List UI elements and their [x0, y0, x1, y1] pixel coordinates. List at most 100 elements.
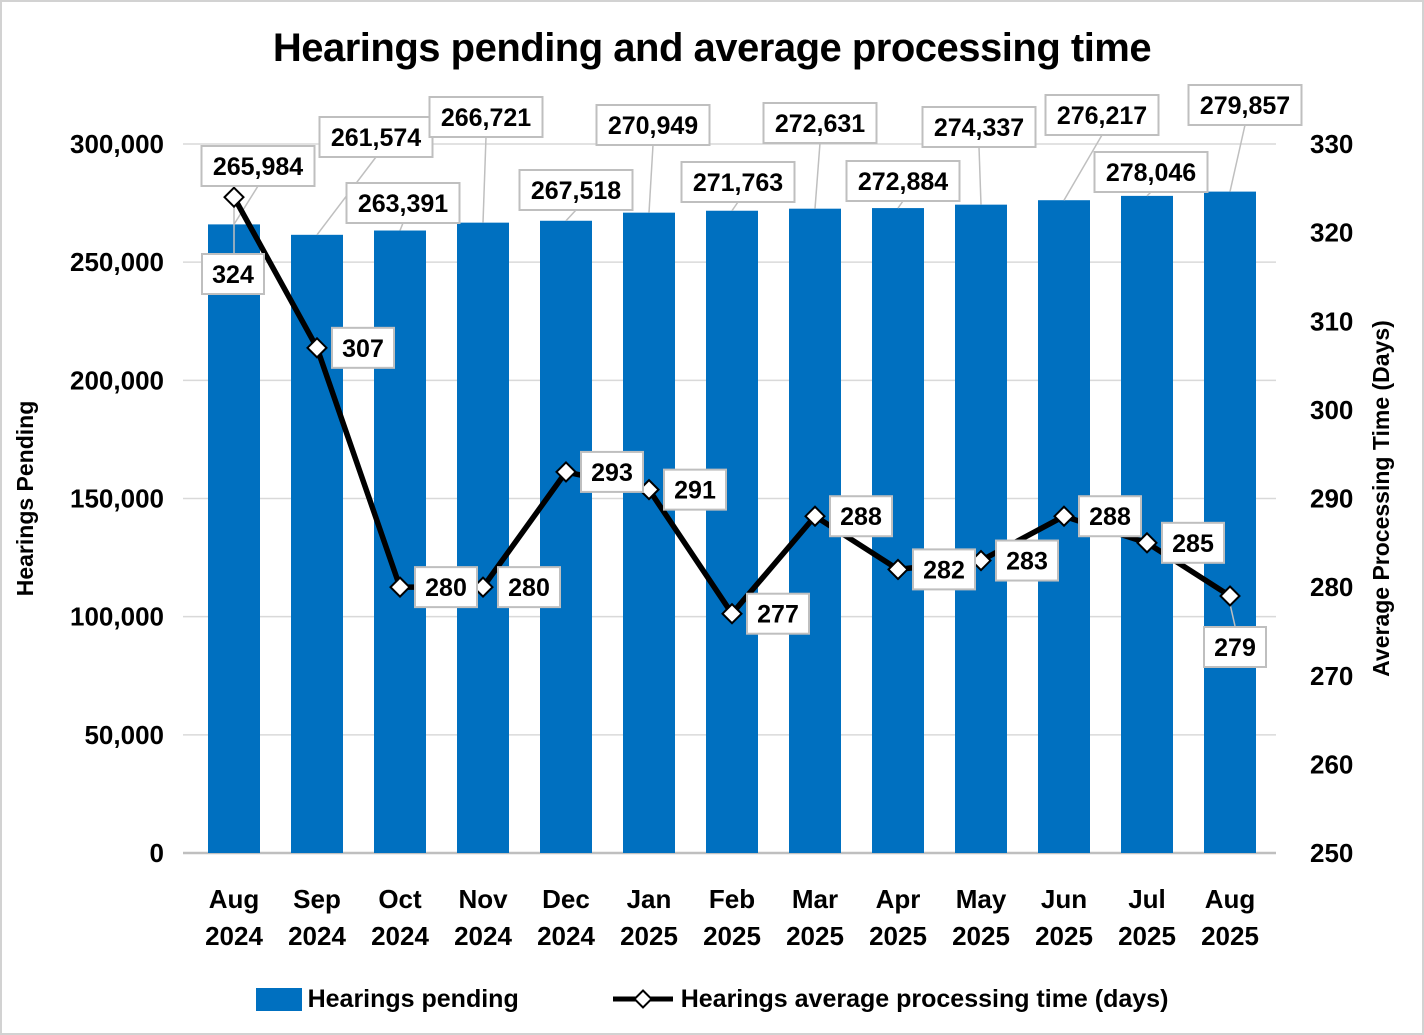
right-axis-tick-label: 270 [1310, 661, 1353, 691]
left-axis-tick-label: 150,000 [70, 484, 164, 514]
bar-value-label-box [428, 96, 544, 138]
bar [540, 220, 592, 853]
x-axis-year-label: 2024 [205, 921, 263, 951]
right-axis-tick-label: 300 [1310, 395, 1353, 425]
bar-label-leader [399, 222, 404, 231]
line-value-label-text: 324 [212, 261, 254, 289]
bar-value-label-box [318, 116, 434, 158]
bar-value-label-text: 263,391 [358, 190, 448, 218]
left-axis-title: Hearings Pending [12, 401, 38, 597]
x-axis-year-label: 2025 [703, 921, 761, 951]
diamond-marker-icon [1136, 531, 1158, 554]
bar-value-label-text: 279,857 [1200, 92, 1290, 120]
x-axis-year-label: 2024 [288, 921, 346, 951]
diamond-marker-icon [804, 505, 826, 528]
bar-label-leader [1229, 124, 1246, 192]
bar [623, 212, 675, 853]
bar-value-label-box [200, 145, 316, 187]
line-value-label-box [580, 450, 644, 493]
line-value-label-text: 285 [1172, 530, 1214, 558]
bar-label-leader [897, 200, 904, 209]
bar-label-leader [565, 209, 577, 222]
x-axis-year-label: 2025 [1035, 921, 1093, 951]
legend-bar-swatch-icon [255, 987, 302, 1011]
line-value-label-text: 280 [425, 574, 467, 602]
line-value-label-text: 283 [1006, 548, 1048, 576]
legend: Hearings pending Hearings average proces… [2, 974, 1422, 1024]
line-value-label-text: 288 [840, 503, 882, 531]
bar-value-label-text: 272,631 [775, 110, 865, 138]
bar-label-leader [233, 185, 259, 225]
x-axis-month-label: Jul [1128, 884, 1166, 914]
line-value-label-box [331, 326, 395, 369]
bar-value-label-box [518, 169, 634, 211]
x-axis-month-label: Jun [1041, 884, 1087, 914]
line-value-label-text: 307 [342, 335, 384, 363]
left-axis-tick-label: 250,000 [70, 247, 164, 277]
x-axis-month-label: Aug [1205, 884, 1256, 914]
bar-value-label-text: 270,949 [608, 112, 698, 140]
x-axis-month-label: Jan [627, 884, 672, 914]
x-axis-month-label: Aug [209, 884, 260, 914]
bar-label-leader [814, 142, 821, 209]
line-value-label-text: 293 [591, 459, 633, 487]
right-axis-tick-label: 320 [1310, 218, 1353, 248]
bar-value-label-box [595, 104, 711, 146]
x-axis-month-label: Nov [458, 884, 508, 914]
bar [457, 222, 509, 854]
diamond-marker-icon [887, 558, 909, 581]
line-value-label-box [829, 495, 893, 538]
bar [208, 224, 260, 854]
right-axis-tick-label: 250 [1310, 838, 1353, 868]
line-value-label-box [201, 253, 265, 295]
diamond-marker-icon [1219, 585, 1241, 607]
bar-label-leader [648, 144, 654, 213]
x-axis-year-label: 2025 [1118, 921, 1176, 951]
bar-value-label-text: 271,763 [693, 169, 783, 197]
line-value-label-box [995, 539, 1059, 582]
bar-value-label-box [1187, 84, 1303, 126]
x-axis-month-label: Oct [378, 884, 422, 914]
line-value-label-text: 282 [923, 556, 965, 584]
right-axis-tick-label: 260 [1310, 749, 1353, 779]
diamond-marker-icon [555, 460, 577, 483]
legend-line-marker-icon [612, 989, 673, 1009]
left-axis-tick-label: 50,000 [84, 720, 164, 750]
bar-value-label-text: 278,046 [1106, 159, 1196, 187]
x-axis-year-label: 2024 [454, 921, 512, 951]
line-value-label-box [497, 566, 561, 609]
line-value-label-text: 277 [757, 601, 799, 629]
bar [955, 204, 1007, 854]
right-axis-tick-label: 310 [1310, 306, 1353, 336]
legend-bar-label: Hearings pending [307, 984, 519, 1013]
x-axis-year-label: 2024 [371, 921, 429, 951]
left-axis-tick-label: 100,000 [70, 602, 164, 632]
diamond-marker-icon [721, 602, 743, 625]
right-axis-tick-label: 280 [1310, 572, 1353, 602]
line-value-label-box [414, 566, 478, 609]
x-axis-year-label: 2025 [786, 921, 844, 951]
chart-title: Hearings pending and average processing … [272, 26, 1152, 70]
bar-label-leader [482, 136, 487, 223]
bar-value-label-box [1044, 94, 1160, 136]
diamond-marker-icon [223, 186, 245, 209]
line-value-label-text: 279 [1214, 634, 1256, 662]
bar-value-label-box [762, 102, 878, 144]
combo-chart-plot: 265,984 261,574 263,391 266,721 267,518 270,9… [12, 84, 1394, 951]
bar-value-label-text: 267,518 [531, 177, 621, 205]
right-axis-tick-label: 290 [1310, 484, 1353, 514]
bar-label-leader [1063, 134, 1103, 201]
line-label-leader [1229, 603, 1236, 627]
x-axis-month-label: Sep [293, 884, 341, 914]
bar-value-label-text: 266,721 [441, 104, 531, 132]
left-axis-tick-label: 300,000 [70, 129, 164, 159]
bar-value-label-text: 276,217 [1057, 102, 1147, 130]
line-value-label-box [1078, 495, 1142, 538]
line-value-label-text: 291 [674, 477, 716, 505]
line-value-label-text: 280 [508, 574, 550, 602]
x-axis-year-label: 2025 [952, 921, 1010, 951]
bar-value-label-text: 261,574 [331, 124, 421, 152]
x-axis-year-label: 2024 [537, 921, 595, 951]
legend-item-processing-time: Hearings average processing time (days) [611, 985, 1168, 1014]
